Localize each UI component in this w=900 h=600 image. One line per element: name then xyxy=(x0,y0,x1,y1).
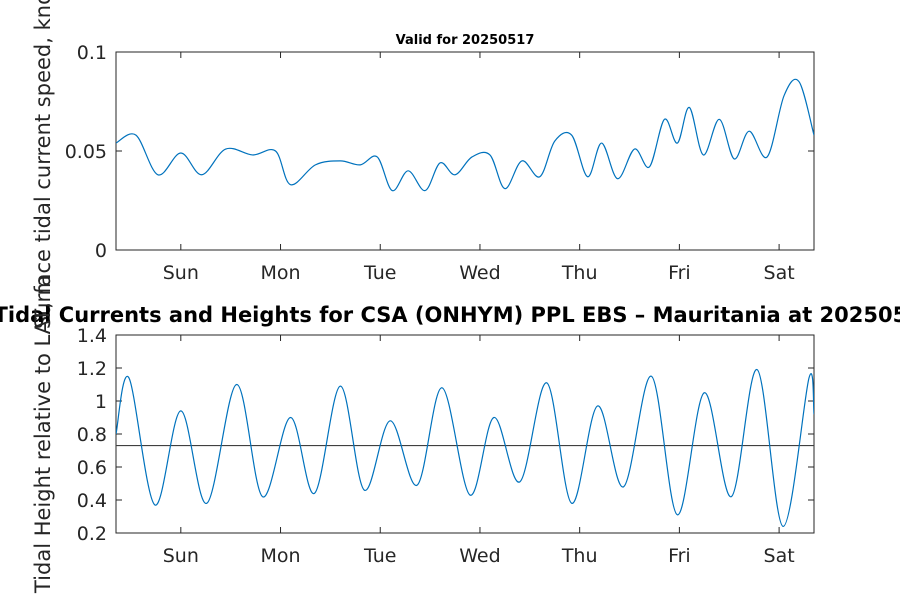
tidal-height-y-axis-label: Tidal Height relative to LAT, m xyxy=(31,275,55,594)
current-speed-y-tick-label: 0.05 xyxy=(65,141,107,163)
current-speed-x-ticks: Sun Mon Tue Wed Thu Fri Sat xyxy=(163,52,795,284)
tidal-height-y-tick-label: 0.2 xyxy=(77,523,107,545)
tidal-height-y-tick-label: 0.6 xyxy=(77,457,107,479)
current-speed-lines xyxy=(116,78,814,192)
tidal-height-series-line xyxy=(116,369,814,528)
current-speed-x-tick-label: Wed xyxy=(459,262,500,284)
tidal-height-x-tick-label: Tue xyxy=(363,545,396,567)
current-speed-y-axis-label: Surface tidal current speed, knots xyxy=(31,0,55,329)
current-speed-y-ticks: 0 0.05 0.1 xyxy=(65,42,814,262)
tidal-height-x-tick-label: Mon xyxy=(260,545,300,567)
tidal-height-lines xyxy=(116,369,814,528)
tidal-height-x-tick-label: Fri xyxy=(668,545,691,567)
tidal-height-y-tick-label: 0.8 xyxy=(77,424,107,446)
current-speed-series-line xyxy=(116,78,814,192)
tidal-height-y-tick-label: 1.2 xyxy=(77,358,107,380)
current-speed-x-tick-label: Mon xyxy=(260,262,300,284)
tidal-height-y-tick-label: 0.4 xyxy=(77,490,107,512)
current-speed-x-tick-label: Thu xyxy=(561,262,598,284)
tidal-height-y-tick-label: 1 xyxy=(95,391,107,413)
tidal-height-x-tick-label: Thu xyxy=(561,545,598,567)
current-speed-x-tick-label: Tue xyxy=(363,262,396,284)
current-speed-y-tick-label: 0 xyxy=(95,240,107,262)
chart-subtitle: Valid for 20250517 xyxy=(396,33,535,48)
current-speed-plot-area xyxy=(115,51,815,251)
current-speed-x-tick-label: Sat xyxy=(764,262,795,284)
tidal-height-y-ticks: 0.2 0.4 0.6 0.8 1 1.2 1.4 xyxy=(77,325,814,545)
tidal-height-chart: Tidal Currents and Heights for CSA (ONHY… xyxy=(0,275,900,594)
tidal-height-x-tick-label: Wed xyxy=(459,545,500,567)
current-speed-y-tick-label: 0.1 xyxy=(77,42,107,64)
current-speed-chart: Valid for 20250517 0 0.05 0.1 Sun Mon Tue Wed… xyxy=(31,0,815,329)
tidal-height-plot-area xyxy=(115,334,815,534)
current-speed-x-tick-label: Sun xyxy=(163,262,199,284)
tidal-height-y-tick-label: 1.4 xyxy=(77,325,107,347)
tidal-height-x-tick-label: Sat xyxy=(764,545,795,567)
chart-main-title: Tidal Currents and Heights for CSA (ONHY… xyxy=(0,303,900,327)
tidal-height-x-ticks: Sun Mon Tue Wed Thu Fri Sat xyxy=(163,335,795,567)
current-speed-x-tick-label: Fri xyxy=(668,262,691,284)
tidal-height-x-tick-label: Sun xyxy=(163,545,199,567)
